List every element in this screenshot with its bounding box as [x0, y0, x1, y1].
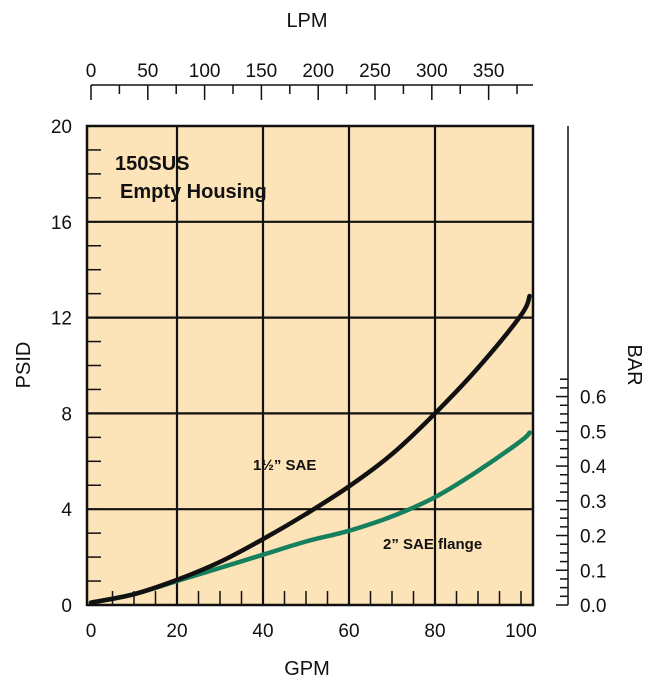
y2-axis-title: BAR — [623, 344, 645, 385]
x-tick-label: 60 — [338, 621, 359, 642]
y-tick-label: 12 — [51, 309, 72, 330]
y2-tick-label: 0.3 — [580, 492, 606, 513]
x-tick-label: 100 — [505, 621, 537, 642]
x2-tick-label: 300 — [416, 61, 448, 82]
x-tick-label: 80 — [424, 621, 445, 642]
chart-title-line-2: Empty Housing — [120, 181, 267, 203]
series-line-1 — [88, 293, 532, 605]
x2-tick-label: 50 — [137, 61, 158, 82]
x2-tick-label: 350 — [473, 61, 505, 82]
y-axis-title: PSID — [13, 342, 35, 389]
grid — [87, 126, 533, 605]
y2-tick-label: 0.0 — [580, 596, 606, 617]
y2-tick-label: 0.1 — [580, 561, 606, 582]
x2-tick-label: 150 — [246, 61, 278, 82]
y2-tick-label: 0.2 — [580, 527, 606, 548]
x-tick-label: 0 — [86, 621, 97, 642]
x-tick-label: 40 — [252, 621, 273, 642]
x2-tick-label: 200 — [302, 61, 334, 82]
y-tick-label: 0 — [61, 596, 72, 617]
y-tick-label: 4 — [61, 500, 72, 521]
ticks — [87, 84, 569, 606]
x2-tick-label: 0 — [86, 61, 97, 82]
x2-tick-label: 250 — [359, 61, 391, 82]
series-label-1: 1½” SAE — [253, 457, 316, 474]
x2-axis-title: LPM — [286, 10, 327, 32]
y-tick-label: 16 — [51, 213, 72, 234]
y2-tick-label: 0.4 — [580, 457, 607, 478]
series-group — [88, 293, 532, 605]
y-tick-label: 20 — [51, 117, 72, 138]
chart-title-line-1: 150SUS — [115, 153, 190, 175]
x-tick-label: 20 — [166, 621, 187, 642]
y2-tick-label: 0.5 — [580, 422, 606, 443]
x2-tick-label: 100 — [189, 61, 221, 82]
plot-background — [87, 126, 533, 605]
series-label-2: 2” SAE flange — [383, 536, 482, 553]
x-axis-title: GPM — [284, 658, 330, 680]
y-tick-label: 8 — [61, 404, 72, 425]
y2-tick-label: 0.6 — [580, 388, 606, 409]
plot-frame — [85, 124, 535, 607]
